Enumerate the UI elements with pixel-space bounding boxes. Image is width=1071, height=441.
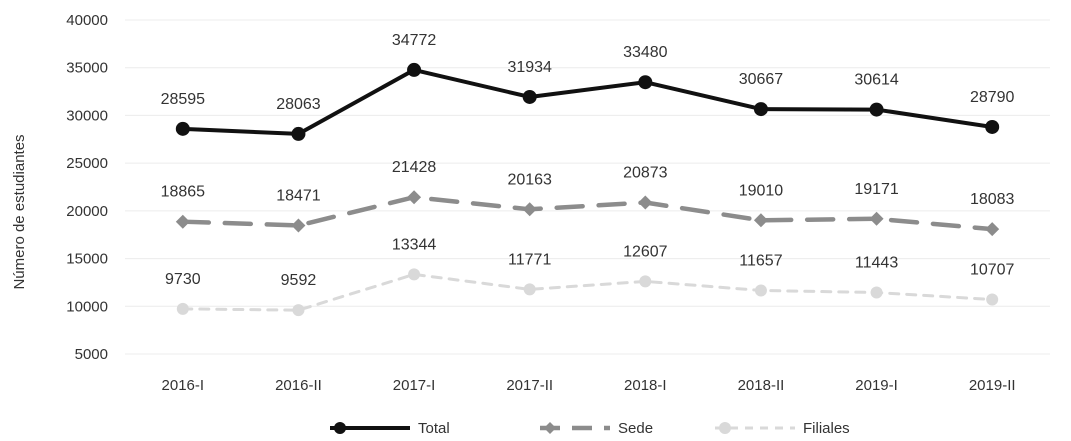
- y-tick-label: 30000: [66, 107, 108, 124]
- data-label: 12607: [623, 243, 668, 260]
- data-point: [291, 126, 306, 141]
- grid-lines: [125, 19, 1050, 355]
- data-label: 13344: [392, 236, 437, 253]
- data-label: 9730: [165, 271, 201, 288]
- data-label: 31934: [507, 59, 552, 76]
- data-label: 9592: [281, 272, 317, 289]
- y-axis-ticks: 5000 10000 15000 20000 25000 30000 35000 40000: [66, 12, 108, 363]
- x-tick-label: 2019-II: [969, 377, 1016, 394]
- data-point: [175, 121, 190, 136]
- data-point: [639, 275, 652, 288]
- data-label: 18471: [276, 187, 321, 204]
- series-total: [175, 62, 1000, 141]
- data-point: [175, 214, 190, 229]
- data-label: 33480: [623, 44, 668, 61]
- data-point: [753, 102, 768, 117]
- data-label: 20163: [507, 171, 552, 188]
- y-tick-label: 15000: [66, 251, 108, 268]
- legend-label: Total: [418, 420, 450, 437]
- data-point: [522, 89, 537, 104]
- data-point: [407, 190, 422, 205]
- series-line: [181, 272, 994, 312]
- series-sede: [175, 190, 1000, 237]
- legend-item-filiales: Filiales: [715, 420, 850, 437]
- x-tick-label: 2018-II: [738, 377, 785, 394]
- data-point: [986, 293, 999, 306]
- data-point: [754, 284, 767, 297]
- data-label: 11443: [855, 255, 898, 272]
- data-point: [176, 302, 189, 315]
- x-tick-label: 2019-I: [855, 377, 898, 394]
- x-axis-ticks: 2016-I 2016-II 2017-I 2017-II 2018-I 2018-II 2…: [162, 377, 1016, 394]
- y-tick-label: 20000: [66, 203, 108, 220]
- x-tick-label: 2016-I: [162, 377, 205, 394]
- y-tick-label: 25000: [66, 155, 108, 172]
- data-point: [407, 62, 422, 77]
- legend: Total Sede Filiales: [330, 420, 850, 437]
- data-point: [869, 102, 884, 117]
- data-label: 18865: [161, 184, 206, 201]
- series-line: [180, 194, 995, 232]
- y-tick-label: 10000: [66, 298, 108, 315]
- data-point: [985, 222, 1000, 237]
- series-filiales: [176, 268, 999, 317]
- y-tick-label: 40000: [66, 12, 108, 29]
- legend-marker: [719, 422, 731, 434]
- data-label: 11657: [739, 252, 782, 269]
- legend-label: Sede: [618, 420, 653, 437]
- data-label: 34772: [392, 32, 437, 49]
- data-label: 18083: [970, 191, 1015, 208]
- data-point: [291, 218, 306, 233]
- data-labels: 28595 28063 34772 31934 33480 30667 30614 28790…: [161, 32, 1015, 289]
- x-tick-label: 2017-I: [393, 377, 436, 394]
- x-tick-label: 2018-I: [624, 377, 667, 394]
- data-label: 19010: [739, 182, 784, 199]
- data-label: 30667: [739, 71, 784, 88]
- y-tick-label: 5000: [75, 346, 108, 363]
- legend-marker: [334, 422, 346, 434]
- data-point: [522, 202, 537, 217]
- data-point: [869, 211, 884, 226]
- data-point: [292, 304, 305, 317]
- legend-marker: [544, 422, 556, 434]
- x-tick-label: 2017-II: [506, 377, 553, 394]
- data-label: 20873: [623, 165, 668, 182]
- legend-item-sede: Sede: [540, 420, 653, 437]
- data-point: [753, 213, 768, 228]
- data-point: [638, 75, 653, 90]
- data-label: 10707: [970, 262, 1015, 279]
- legend-item-total: Total: [330, 420, 450, 437]
- data-point: [523, 283, 536, 296]
- data-label: 28063: [276, 96, 321, 113]
- data-point: [870, 286, 883, 299]
- series-line: [180, 67, 995, 136]
- data-label: 19171: [854, 181, 899, 198]
- data-label: 28595: [161, 91, 206, 108]
- data-label: 28790: [970, 89, 1015, 106]
- data-point: [408, 268, 421, 281]
- data-point: [985, 119, 1000, 134]
- series-lines: [175, 62, 1000, 317]
- y-axis-label: Número de estudiantes: [11, 134, 28, 289]
- data-label: 21428: [392, 159, 437, 176]
- x-tick-label: 2016-II: [275, 377, 322, 394]
- y-tick-label: 35000: [66, 60, 108, 77]
- legend-label: Filiales: [803, 420, 850, 437]
- data-label: 30614: [854, 72, 899, 89]
- data-point: [638, 195, 653, 210]
- data-label: 11771: [508, 251, 551, 268]
